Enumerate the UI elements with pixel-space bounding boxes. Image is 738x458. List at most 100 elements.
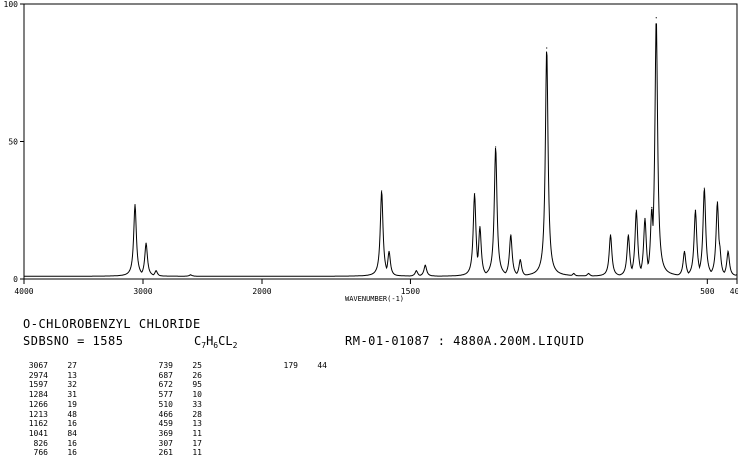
peak-wavenumber: 1162 <box>28 419 48 429</box>
peak-table-column: 3067 27 2974 13 1597 32 1284 31 1266 19 1213 48 1162… <box>18 361 77 458</box>
peak-wavenumber: 2974 <box>28 370 48 380</box>
peak-point <box>683 250 686 253</box>
peak-point <box>495 146 497 148</box>
peak-intensity: 11 <box>192 448 202 458</box>
x-tick-label: 400 <box>730 287 738 296</box>
peak-table-row: 672 95 <box>143 380 202 390</box>
compound-name: O-CHLOROBENZYL CHLORIDE <box>23 317 201 331</box>
peak-marks <box>134 17 729 276</box>
peak-intensity: 28 <box>192 409 202 419</box>
peak-wavenumber: 672 <box>158 380 173 390</box>
ir-spectrum-chart: 4000 3000 2000 1500 500 400 0 50 100 WAVENUMBER… <box>4 0 738 303</box>
peak-intensity: 26 <box>192 370 202 380</box>
peak-intensity: 11 <box>192 428 202 438</box>
peak-table-row: 1213 48 <box>18 410 77 420</box>
peak-wavenumber: 826 <box>33 438 48 448</box>
sdbs-number: SDBSNO = 1585 <box>23 334 124 348</box>
y-tick-label: 100 <box>4 0 19 9</box>
peak-table-row: 3067 27 <box>18 361 77 371</box>
peak-intensity: 10 <box>192 390 202 400</box>
peak-intensity: 16 <box>67 419 77 429</box>
peak-point <box>510 234 512 236</box>
peak-point <box>145 242 147 244</box>
peak-intensity: 32 <box>67 380 77 390</box>
peak-intensity: 13 <box>67 370 77 380</box>
peak-wavenumber: 307 <box>158 438 173 448</box>
peak-table-row: 2974 13 <box>18 371 77 381</box>
peak-wavenumber: 369 <box>158 428 173 438</box>
peak-wavenumber: 687 <box>158 370 173 380</box>
peak-table-row: 179 44 <box>268 361 327 371</box>
peak-point <box>703 187 705 189</box>
spectrum-line <box>24 23 738 277</box>
plot-frame <box>23 3 738 280</box>
peak-point <box>716 201 719 203</box>
peak-point <box>473 193 476 195</box>
peak-wavenumber: 1266 <box>28 399 48 409</box>
peak-table-row: 687 26 <box>143 371 202 381</box>
peak-table-row: 307 17 <box>143 439 202 449</box>
peak-point <box>519 259 521 261</box>
peak-point <box>694 209 697 211</box>
peak-intensity: 48 <box>67 409 77 419</box>
peak-intensity: 31 <box>67 390 77 400</box>
peak-intensity: 84 <box>67 428 77 438</box>
peak-intensity: 44 <box>317 361 327 370</box>
peak-intensity: 17 <box>192 438 202 448</box>
peak-intensity: 19 <box>67 399 77 409</box>
y-tick-label: 50 <box>8 138 18 147</box>
peak-table-row: 1162 16 <box>18 419 77 429</box>
peak-wavenumber: 261 <box>158 448 173 458</box>
peak-wavenumber: 577 <box>158 390 173 400</box>
peak-point <box>415 270 417 272</box>
peak-intensity: 27 <box>67 361 77 370</box>
peak-table-row: 577 10 <box>143 390 202 400</box>
peak-point <box>627 234 629 236</box>
peak-wavenumber: 179 <box>283 361 298 370</box>
peak-wavenumber: 766 <box>33 448 48 458</box>
peak-point <box>190 274 192 276</box>
peak-wavenumber: 459 <box>158 419 173 429</box>
peak-wavenumber: 3067 <box>28 361 48 370</box>
peak-point <box>134 204 136 206</box>
peak-point <box>655 17 657 19</box>
molecular-formula: C7H6CL2 <box>194 334 238 350</box>
peak-table-row: 826 16 <box>18 439 77 449</box>
sample-info: RM-01-01087 : 4880A.200M.LIQUID <box>345 334 585 348</box>
peak-wavenumber: 1284 <box>28 390 48 400</box>
peak-point <box>727 250 729 253</box>
peak-point <box>424 264 426 266</box>
x-tick-label: 1500 <box>401 287 420 296</box>
peak-point <box>587 272 590 275</box>
x-tick-label: 2000 <box>252 287 271 296</box>
peak-intensity: 13 <box>192 419 202 429</box>
peak-point <box>718 242 721 244</box>
peak-table-row: 1041 84 <box>18 429 77 439</box>
peak-point <box>388 250 390 253</box>
peak-intensity: 16 <box>67 438 77 448</box>
peak-intensity: 25 <box>192 361 202 370</box>
peak-point <box>573 272 575 275</box>
peak-table-row: 1597 32 <box>18 380 77 390</box>
peak-table-row: 459 13 <box>143 419 202 429</box>
peak-intensity: 33 <box>192 399 202 409</box>
x-axis: 4000 3000 2000 1500 500 400 <box>14 279 738 296</box>
x-tick-label: 500 <box>700 287 715 296</box>
peak-point <box>644 217 646 220</box>
peak-wavenumber: 1597 <box>28 380 48 390</box>
peak-wavenumber: 466 <box>158 409 173 419</box>
x-axis-label: WAVENUMBER(-1) <box>345 295 404 303</box>
peak-table-column: 179 44 <box>268 361 327 371</box>
peak-table-row: 766 16 <box>18 448 77 458</box>
peak-point <box>381 190 383 192</box>
peak-intensity: 16 <box>67 448 77 458</box>
peak-intensity: 95 <box>192 380 202 390</box>
peak-wavenumber: 739 <box>158 361 173 370</box>
peak-wavenumber: 510 <box>158 399 173 409</box>
peak-table-row: 369 11 <box>143 429 202 439</box>
x-tick-label: 3000 <box>133 287 152 296</box>
peak-table-row: 261 11 <box>143 448 202 458</box>
peak-wavenumber: 1041 <box>28 428 48 438</box>
y-tick-label: 0 <box>13 275 18 284</box>
peak-point <box>635 209 637 211</box>
